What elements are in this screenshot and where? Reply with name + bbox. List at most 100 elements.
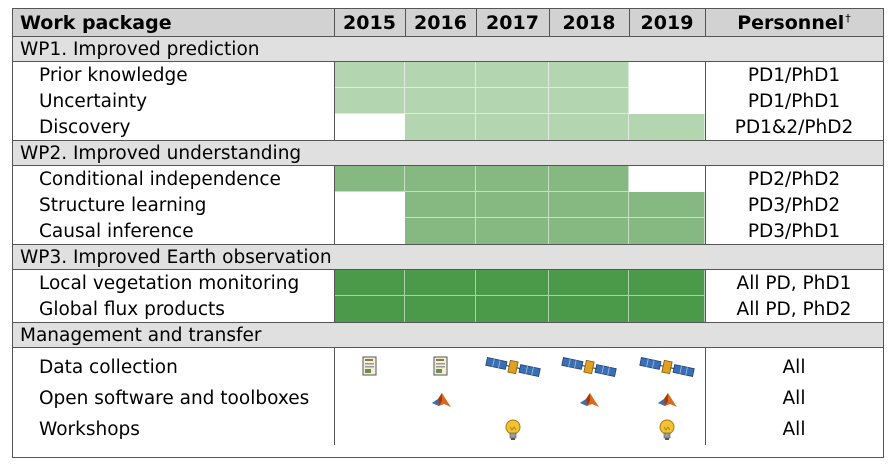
table-row: Uncertainty PD1/PhD1 bbox=[13, 88, 883, 114]
timeline-bar bbox=[549, 218, 629, 244]
timeline-bar bbox=[549, 114, 629, 140]
timeline-bar bbox=[476, 270, 549, 296]
timeline-bar bbox=[629, 192, 705, 218]
matlab-logo-icon bbox=[430, 389, 452, 409]
timeline-bar bbox=[405, 114, 476, 140]
column-divider bbox=[405, 9, 406, 36]
table-row: Discovery PD1&2/PhD2 bbox=[13, 114, 883, 140]
timeline-bar bbox=[334, 88, 405, 114]
section-header: WP2. Improved understanding bbox=[13, 140, 883, 166]
timeline-bar bbox=[629, 270, 705, 296]
timeline-bar bbox=[476, 62, 549, 88]
column-header-year: 2016 bbox=[405, 9, 476, 36]
timeline-bar bbox=[629, 296, 705, 322]
column-divider bbox=[705, 9, 706, 36]
document-icon bbox=[362, 356, 378, 376]
row-personnel: All PD, PhD1 bbox=[736, 272, 852, 294]
timeline-bar bbox=[334, 166, 405, 192]
row-personnel: All bbox=[782, 388, 806, 409]
matlab-logo-icon bbox=[578, 389, 600, 409]
timeline-bar bbox=[405, 270, 476, 296]
row-personnel: All bbox=[782, 357, 806, 378]
column-header-year: 2018 bbox=[549, 9, 629, 36]
timeline-bar bbox=[549, 88, 629, 114]
column-divider bbox=[705, 348, 706, 352]
row-label: Conditional independence bbox=[39, 168, 281, 190]
timeline-bar bbox=[629, 114, 705, 140]
row-label: Discovery bbox=[39, 116, 131, 138]
row-personnel: All bbox=[782, 419, 806, 440]
column-divider bbox=[334, 352, 335, 445]
personnel-header-label: Personnel bbox=[737, 11, 845, 34]
column-divider bbox=[334, 9, 335, 36]
work-package-gantt-table: Work package 2015 2016 2017 2018 2019 Personne… bbox=[12, 8, 884, 458]
matlab-logo-icon bbox=[656, 389, 678, 409]
timeline-bar bbox=[476, 192, 549, 218]
table-row: Workshops All bbox=[13, 414, 883, 445]
row-personnel: PD1/PhD1 bbox=[747, 90, 841, 112]
column-divider bbox=[334, 166, 335, 244]
section-header: WP3. Improved Earth observation bbox=[13, 244, 883, 270]
personnel-footnote-mark: † bbox=[845, 12, 851, 25]
table-row: Conditional independence PD2/PhD2 bbox=[13, 166, 883, 192]
row-personnel: All PD, PhD2 bbox=[736, 298, 852, 320]
row-label: Causal inference bbox=[39, 220, 194, 242]
column-divider bbox=[476, 9, 477, 36]
timeline-bar bbox=[476, 296, 549, 322]
column-divider bbox=[549, 9, 550, 36]
timeline-bar bbox=[405, 296, 476, 322]
timeline-bar bbox=[629, 218, 705, 244]
timeline-bar bbox=[549, 296, 629, 322]
row-label: Local vegetation monitoring bbox=[39, 272, 300, 294]
table-row: Data collection All bbox=[13, 352, 883, 383]
lightbulb-icon bbox=[659, 419, 675, 441]
section-header: Management and transfer bbox=[13, 322, 883, 348]
table-row: Prior knowledge PD1/PhD1 bbox=[13, 62, 883, 88]
column-divider bbox=[705, 62, 706, 140]
column-divider bbox=[705, 166, 706, 244]
table-row: Structure learning PD3/PhD2 bbox=[13, 192, 883, 218]
document-icon bbox=[433, 356, 449, 376]
column-header-year: 2017 bbox=[476, 9, 549, 36]
row-label: Prior knowledge bbox=[39, 64, 188, 86]
column-divider bbox=[705, 352, 706, 445]
timeline-bar bbox=[549, 62, 629, 88]
timeline-bar bbox=[334, 270, 405, 296]
row-personnel: PD2/PhD2 bbox=[747, 168, 841, 190]
column-divider bbox=[705, 270, 706, 322]
column-divider bbox=[334, 62, 335, 140]
timeline-bar bbox=[405, 192, 476, 218]
row-personnel: PD3/PhD2 bbox=[747, 194, 841, 216]
timeline-bar bbox=[334, 296, 405, 322]
timeline-bar bbox=[476, 166, 549, 192]
row-label: Data collection bbox=[39, 357, 178, 378]
table-row: Causal inference PD3/PhD1 bbox=[13, 218, 883, 244]
timeline-bar bbox=[405, 166, 476, 192]
timeline-bar bbox=[405, 218, 476, 244]
satellite-icon bbox=[560, 356, 618, 378]
lightbulb-icon bbox=[505, 419, 521, 441]
table-row: Global flux products All PD, PhD2 bbox=[13, 296, 883, 322]
timeline-bar bbox=[476, 88, 549, 114]
section-header: WP1. Improved prediction bbox=[13, 36, 883, 62]
timeline-bar bbox=[476, 218, 549, 244]
header-row: Work package 2015 2016 2017 2018 2019 Personne… bbox=[13, 9, 883, 36]
timeline-bar bbox=[405, 62, 476, 88]
timeline-bar bbox=[334, 62, 405, 88]
timeline-bar bbox=[405, 88, 476, 114]
table-row: Open software and toolboxes All bbox=[13, 383, 883, 414]
column-header-personnel: Personnel † bbox=[705, 9, 883, 36]
row-personnel: PD3/PhD1 bbox=[747, 220, 841, 242]
row-personnel: PD1/PhD1 bbox=[747, 64, 841, 86]
column-divider bbox=[334, 270, 335, 322]
satellite-icon bbox=[638, 356, 696, 378]
column-divider bbox=[334, 348, 335, 352]
column-header-year: 2019 bbox=[629, 9, 705, 36]
row-personnel: PD1&2/PhD2 bbox=[734, 116, 854, 138]
table-row: Local vegetation monitoring All PD, PhD1 bbox=[13, 270, 883, 296]
timeline-bar bbox=[476, 114, 549, 140]
timeline-bar bbox=[549, 166, 629, 192]
row-label: Open software and toolboxes bbox=[39, 388, 310, 409]
satellite-icon bbox=[484, 356, 542, 378]
column-header-work-package: Work package bbox=[13, 9, 334, 36]
